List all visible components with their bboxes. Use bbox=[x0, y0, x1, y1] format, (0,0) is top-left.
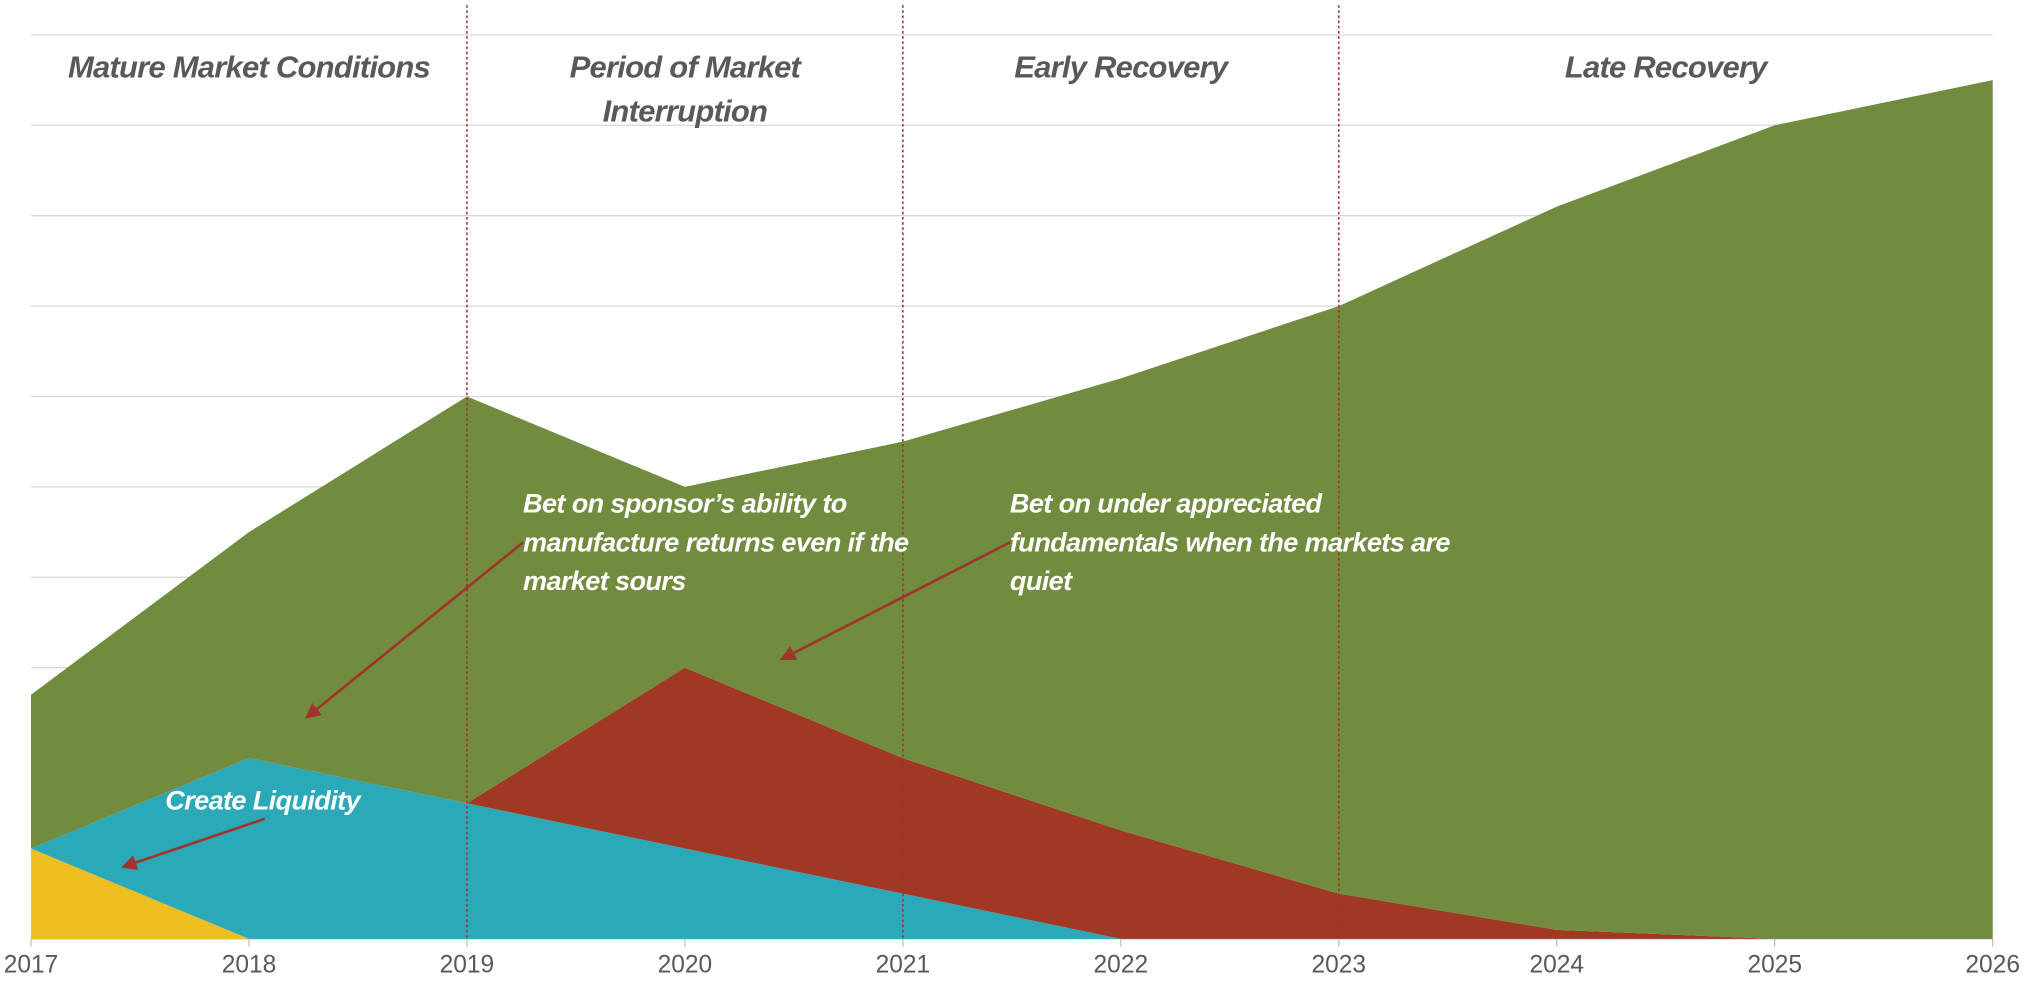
x-tick-label: 2017 bbox=[4, 951, 59, 978]
annotation: Bet on under appreciated fundamentals wh… bbox=[1009, 489, 1451, 597]
annotation-arrow bbox=[304, 541, 524, 719]
area bbox=[30, 80, 1993, 939]
annotation-box: Bet on under appreciated fundamentals wh… bbox=[1009, 489, 1451, 597]
phase-label: Early Recovery bbox=[1014, 50, 1228, 86]
annotation: Create Liquidity bbox=[165, 786, 360, 817]
annotation-box: Create Liquidity bbox=[165, 786, 360, 817]
phase-label-box: Early Recovery bbox=[1014, 50, 1228, 86]
x-tick-label: 2022 bbox=[1094, 951, 1149, 978]
x-tick-label: 2025 bbox=[1747, 951, 1802, 978]
phase-label-box: Period of Market Interruption bbox=[569, 50, 801, 130]
annotation-box: Bet on sponsor’s ability to manufacture … bbox=[523, 489, 909, 597]
x-tick-label: 2021 bbox=[876, 951, 931, 978]
annotation: Bet on sponsor’s ability to manufacture … bbox=[523, 489, 909, 597]
x-tick-label: 2026 bbox=[1965, 951, 2020, 978]
x-tick-label: 2024 bbox=[1530, 951, 1585, 978]
x-tick-label: 2019 bbox=[440, 951, 495, 978]
phase-label: Period of Market Interruption bbox=[569, 50, 801, 130]
annotation-arrow bbox=[779, 541, 1011, 661]
phase-label-box: Mature Market Conditions bbox=[67, 50, 431, 86]
annotation-arrow bbox=[121, 817, 266, 870]
x-tick-label: 2018 bbox=[222, 951, 277, 978]
phase-label-box: Late Recovery bbox=[1564, 50, 1768, 86]
x-tick-label: 2020 bbox=[658, 951, 713, 978]
area bbox=[30, 667, 1993, 939]
area bbox=[30, 758, 1993, 939]
phase-label: Late Recovery bbox=[1564, 50, 1768, 86]
x-tick-label: 2023 bbox=[1312, 951, 1367, 978]
phase-label: Mature Market Conditions bbox=[67, 50, 431, 86]
